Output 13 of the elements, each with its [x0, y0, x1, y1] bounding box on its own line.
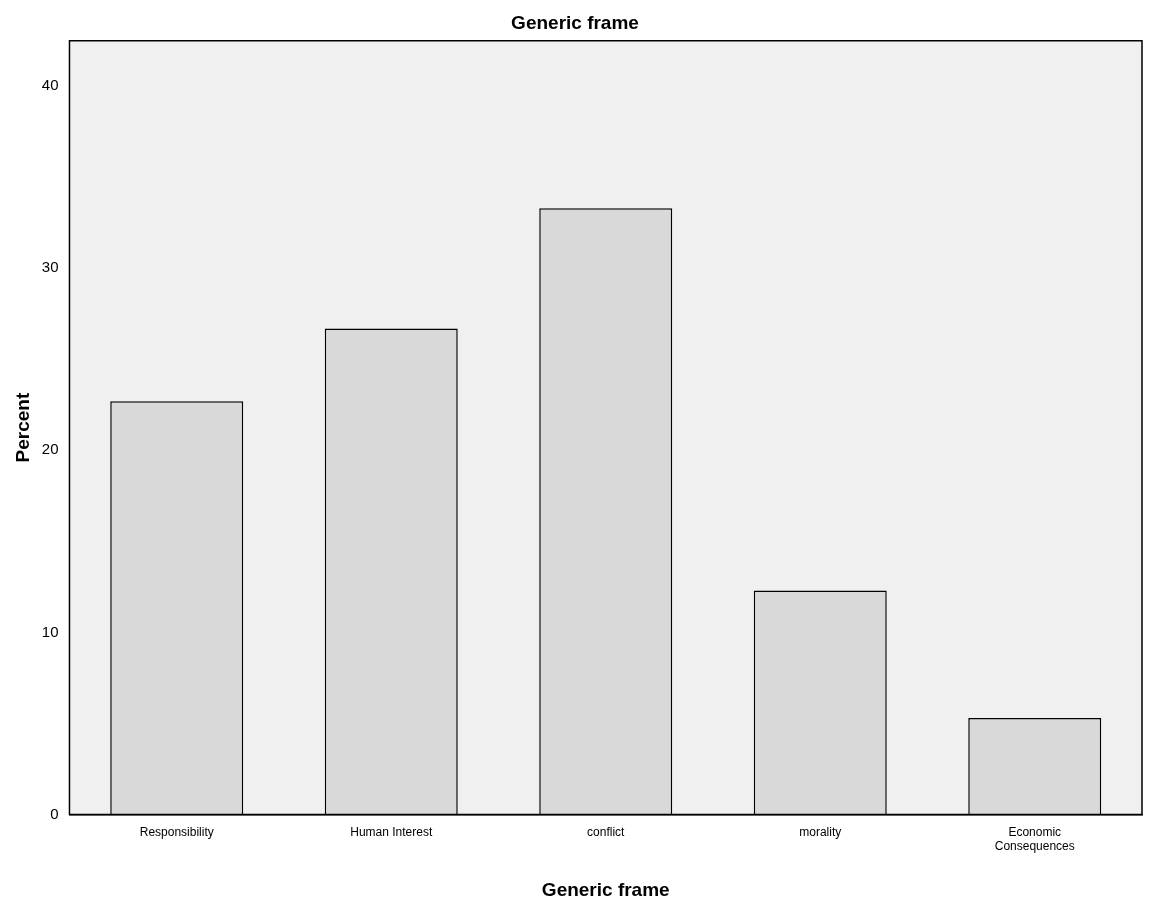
x-tick-label: Responsibility [139, 824, 214, 839]
y-tick-label: 40 [41, 76, 59, 94]
y-tick-label: 20 [41, 440, 59, 458]
y-tick-label: 10 [41, 622, 59, 640]
y-axis-title: Percent [11, 392, 33, 463]
x-tick-label: Human Interest [350, 824, 433, 839]
y-tick-label: 30 [41, 258, 59, 276]
x-tick-label: conflict [587, 824, 626, 839]
x-tick-label: Economic Consequences [994, 824, 1075, 854]
x-tick-label: morality [799, 824, 842, 839]
chart-title: Generic frame [511, 11, 639, 33]
x-axis-title: Generic frame [541, 878, 670, 900]
y-tick-label: 0 [50, 804, 59, 822]
